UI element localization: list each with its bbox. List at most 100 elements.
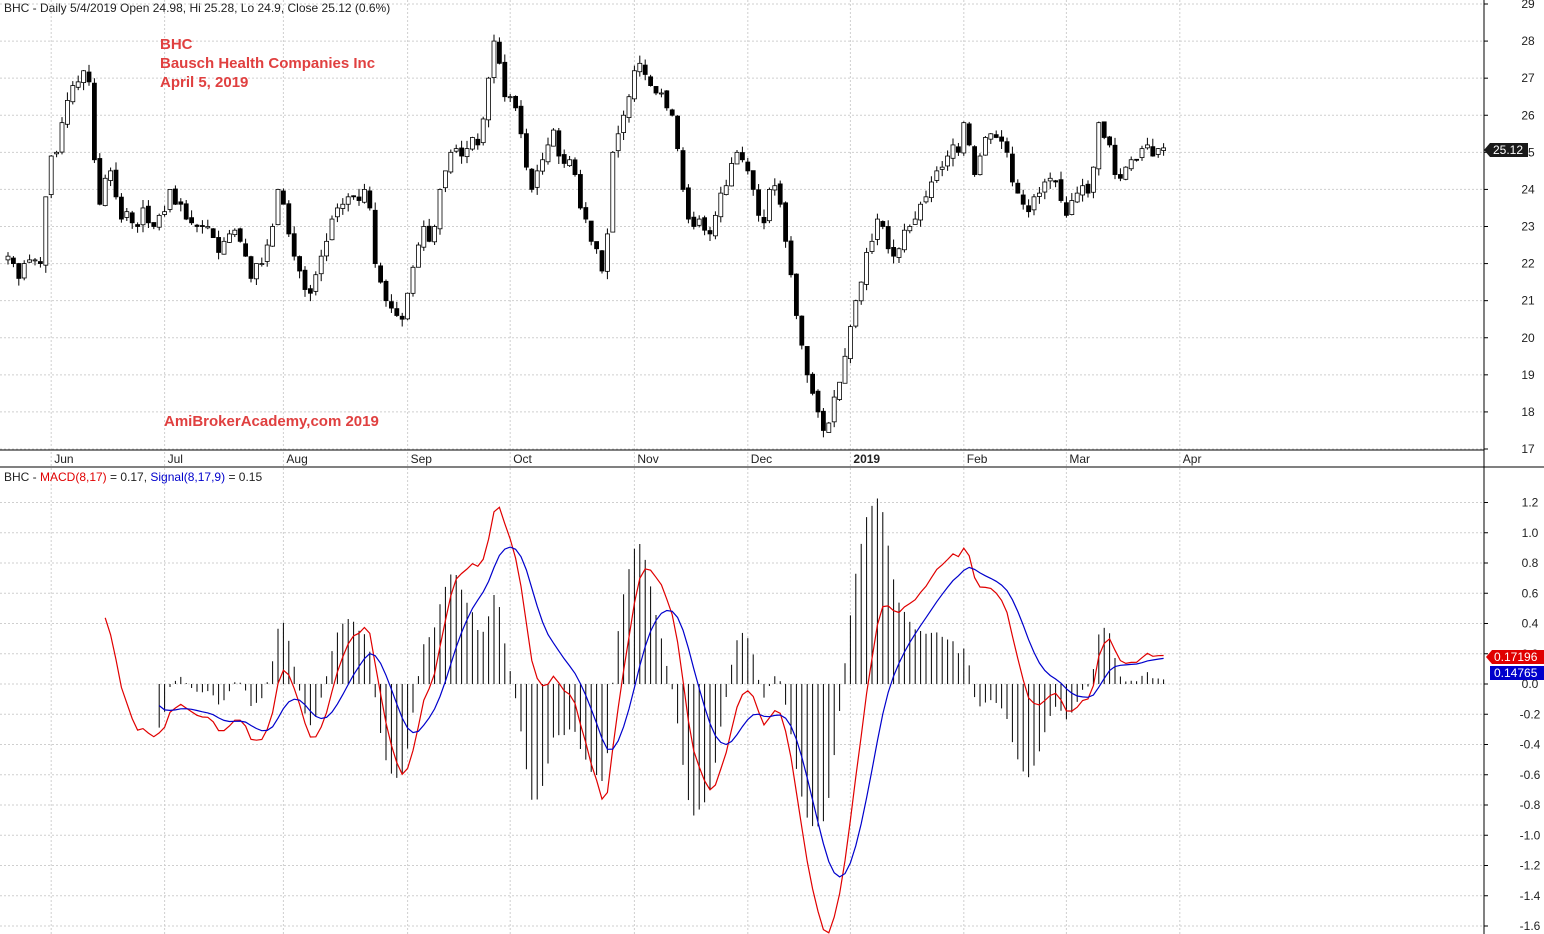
macd-legend-label: MACD(8,17) [40, 470, 107, 484]
candle-body [313, 274, 319, 292]
candle-body [669, 109, 675, 116]
candle-body [713, 214, 718, 237]
signal-value-tag: 0.14765 [1490, 666, 1544, 680]
candle-body [372, 209, 378, 264]
price-tick-label: 27 [1521, 71, 1535, 85]
candle-body [804, 346, 810, 376]
candle-body [718, 192, 724, 218]
month-label: 2019 [853, 452, 880, 466]
candle-body [442, 170, 448, 189]
candle-body [502, 61, 508, 98]
candle-body [135, 224, 141, 227]
candle-body [210, 228, 216, 239]
candle-body [1150, 146, 1156, 157]
candle-body [194, 224, 200, 227]
price-tick-label: 20 [1521, 331, 1535, 345]
macd-tick-label: 0.6 [1522, 586, 1539, 600]
macd-tick-label: -1.2 [1520, 859, 1541, 873]
macd-value: 0.17196 [1494, 650, 1538, 664]
macd-tick-label: 0.4 [1522, 617, 1539, 631]
watermark-annotation: AmiBrokerAcademy,com 2019 [164, 413, 379, 430]
candle-body [65, 100, 70, 125]
candle-body [1074, 192, 1080, 203]
candle-body [734, 151, 740, 165]
candle-body [891, 247, 896, 257]
candle-body [1031, 196, 1037, 211]
macd-tick-label: 0.8 [1522, 556, 1539, 570]
candle-body [1096, 122, 1102, 170]
candle-body [405, 292, 411, 320]
candle-body [205, 226, 211, 229]
candle-body [1020, 194, 1026, 205]
candle-body [437, 189, 443, 230]
candle-body [243, 243, 249, 257]
candle-body [545, 144, 551, 163]
candle-body [831, 396, 837, 423]
candle-body [1134, 158, 1139, 161]
candle-body [632, 70, 637, 100]
candle-body [324, 240, 330, 257]
candle-body [421, 226, 427, 248]
price-tick-label: 23 [1521, 220, 1535, 234]
candle-body [648, 76, 653, 86]
candle-body [10, 257, 16, 264]
candle-body [54, 151, 59, 155]
macd-tick-label: -1.0 [1520, 828, 1541, 842]
candle-body [415, 244, 421, 268]
candle-body [1145, 144, 1150, 149]
candle-body [1128, 159, 1134, 170]
candle-body [610, 151, 616, 233]
candle-body [275, 189, 281, 226]
candle-body [956, 146, 961, 153]
candle-body [524, 133, 529, 168]
candle-body [556, 130, 562, 157]
candle-body [1064, 202, 1069, 216]
price-tick-label: 21 [1521, 294, 1535, 308]
candle-body [950, 144, 956, 159]
signal-legend-label: Signal(8,17,9) [150, 470, 225, 484]
grid [0, 0, 1484, 934]
candle-body [507, 96, 513, 99]
candle-body [297, 256, 303, 272]
candle-body [534, 170, 540, 188]
candle-body [27, 259, 33, 263]
candle-body [594, 241, 599, 250]
candle-body [961, 122, 967, 154]
candle-body [815, 390, 821, 413]
candle-body [496, 41, 502, 64]
candle-body [848, 326, 853, 360]
candle-body [686, 187, 691, 220]
candle-body [1161, 147, 1166, 151]
price-tick-label: 29 [1521, 0, 1535, 11]
candle-body [232, 229, 238, 236]
candle-body [345, 196, 351, 205]
candle-body [21, 263, 27, 279]
candle-body [810, 373, 815, 394]
date-annotation: April 5, 2019 [160, 74, 248, 91]
price-tick-label: 28 [1521, 34, 1535, 48]
candle-body [1026, 205, 1031, 213]
candle-body [605, 233, 610, 272]
macd-line [104, 506, 1164, 934]
candle-body [837, 381, 842, 400]
candle-body [572, 159, 578, 175]
signal-line [158, 546, 1164, 878]
price-tick-label: 26 [1521, 108, 1535, 122]
candle-body [977, 155, 983, 176]
candle-body [1037, 192, 1042, 197]
candle-body [351, 195, 357, 198]
candle-body [707, 230, 713, 235]
candle-body [767, 189, 772, 222]
candle-body [307, 288, 313, 294]
candle-body [361, 189, 367, 203]
month-label: Oct [513, 452, 532, 466]
macd-header-prefix: BHC - [4, 470, 40, 484]
candle-body [16, 263, 22, 279]
candle-body [858, 281, 864, 302]
candle-body [945, 155, 950, 167]
candle-body [108, 170, 113, 181]
candle-body [761, 217, 767, 224]
macd-tick-label: -1.4 [1520, 889, 1541, 903]
